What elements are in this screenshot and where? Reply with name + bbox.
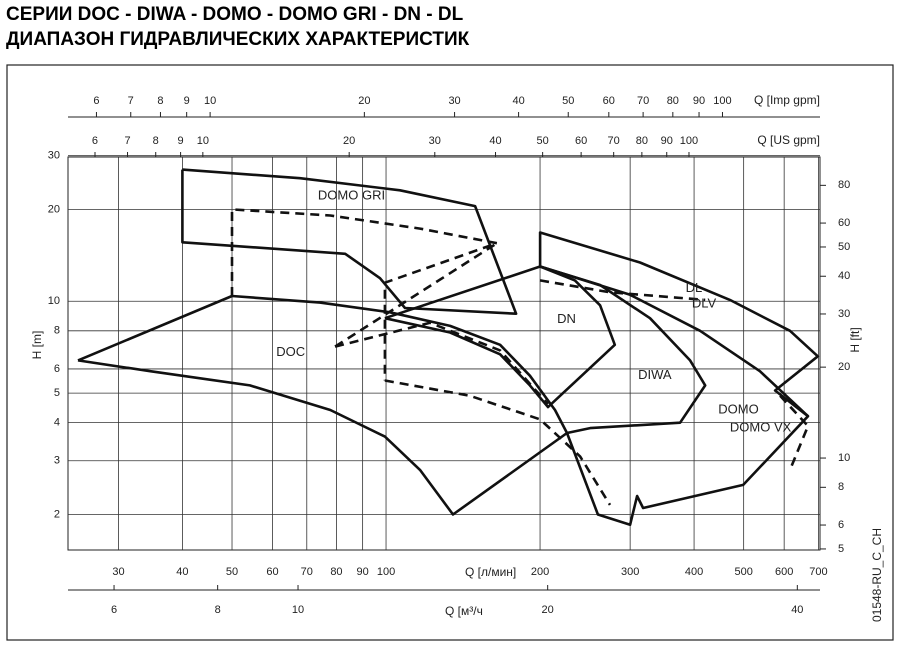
y-tick-label: 3 <box>54 455 60 467</box>
range-outline <box>334 242 498 348</box>
x-tick-label: 30 <box>112 566 124 578</box>
x-tick-label: 40 <box>489 135 501 147</box>
x-tick-label: 50 <box>562 95 574 107</box>
y2-tick-label: 20 <box>838 361 850 373</box>
x-tick-label: 500 <box>734 566 752 578</box>
y2-tick-label: 6 <box>838 519 844 531</box>
x-tick-label: 10 <box>204 95 216 107</box>
x-tick-label: 6 <box>92 135 98 147</box>
x-tick-label: 90 <box>661 135 673 147</box>
plot-area <box>67 156 821 551</box>
range-outline <box>334 321 549 405</box>
x-axis-label: Q [л/мин] <box>465 565 516 579</box>
x-tick-label: 8 <box>153 135 159 147</box>
chart-subtitle: ДИАПАЗОН ГИДРАВЛИЧЕСКИХ ХАРАКТЕРИСТИК <box>6 29 470 50</box>
x-tick-label: 40 <box>512 95 524 107</box>
y-axis-label: H [m] <box>30 331 44 360</box>
x-tick-label: 50 <box>537 135 549 147</box>
y2-tick-label: 80 <box>838 179 850 191</box>
x-tick-label: 8 <box>157 95 163 107</box>
range-outline <box>539 265 707 435</box>
y-tick-label: 20 <box>48 203 60 215</box>
x-tick-label: 10 <box>292 604 304 616</box>
x-tick-label: 40 <box>791 604 803 616</box>
y-tick-label: 8 <box>54 325 60 337</box>
x-tick-label: 6 <box>93 95 99 107</box>
x-tick-label: 20 <box>358 95 370 107</box>
x-tick-label: 6 <box>111 604 117 616</box>
range-outline <box>538 231 820 527</box>
y2-tick-label: 8 <box>838 481 844 493</box>
x-tick-label: 300 <box>621 566 639 578</box>
x-tick-label: 50 <box>226 566 238 578</box>
range-outline <box>539 265 809 418</box>
range-outline <box>384 379 612 506</box>
y-tick-label: 10 <box>48 295 60 307</box>
x-axis-label: Q [Imp gpm] <box>754 93 820 107</box>
x-tick-label: 10 <box>197 135 209 147</box>
y2-tick-label: 10 <box>838 452 850 464</box>
range-outline <box>181 168 518 315</box>
y-tick-label: 5 <box>54 387 60 399</box>
range-label: DIWA <box>638 367 672 382</box>
y2-tick-label: 30 <box>838 308 850 320</box>
x-tick-label: 90 <box>693 95 705 107</box>
x-tick-label: 600 <box>775 566 793 578</box>
x-tick-label: 70 <box>608 135 620 147</box>
x-tick-label: 400 <box>685 566 703 578</box>
x-tick-label: 70 <box>637 95 649 107</box>
range-outline <box>230 208 499 381</box>
x-tick-label: 100 <box>680 135 698 147</box>
range-label: DN <box>557 311 576 326</box>
frame <box>6 64 894 641</box>
x-tick-label: 9 <box>184 95 190 107</box>
y2-tick-label: 40 <box>838 270 850 282</box>
x-tick-label: 60 <box>575 135 587 147</box>
x-tick-label: 20 <box>343 135 355 147</box>
y2-axis-label: H [ft] <box>848 327 862 352</box>
x-tick-label: 90 <box>356 566 368 578</box>
x-tick-label: 200 <box>531 566 549 578</box>
x-tick-label: 20 <box>542 604 554 616</box>
range-label: DOMO GRI <box>318 188 385 203</box>
x-tick-label: 40 <box>176 566 188 578</box>
chart-title: СЕРИИ DOC - DIWA - DOMO - DOMO GRI - DN … <box>6 4 464 25</box>
x-tick-label: 9 <box>178 135 184 147</box>
x-tick-label: 700 <box>809 566 827 578</box>
x-axis-label: Q [US gpm] <box>757 133 820 147</box>
y2-tick-label: 5 <box>838 543 844 555</box>
x-tick-label: 7 <box>124 135 130 147</box>
range-outline <box>77 294 569 516</box>
x-tick-label: 60 <box>266 566 278 578</box>
range-label: DL <box>686 280 703 295</box>
figure-code: 01548-RU_C_CH <box>870 528 884 622</box>
x-tick-label: 100 <box>377 566 395 578</box>
x-tick-label: 80 <box>636 135 648 147</box>
x-tick-label: 70 <box>301 566 313 578</box>
range-label: DLV <box>692 295 717 310</box>
range-outline <box>384 265 617 409</box>
y2-tick-label: 50 <box>838 241 850 253</box>
range-label: DOMO <box>718 401 758 416</box>
x-tick-label: 30 <box>448 95 460 107</box>
x-tick-label: 8 <box>215 604 221 616</box>
range-outline <box>539 279 706 302</box>
x-tick-label: 100 <box>713 95 731 107</box>
x-tick-label: 7 <box>128 95 134 107</box>
y-tick-label: 4 <box>54 417 60 429</box>
y-tick-label: 30 <box>48 150 60 162</box>
x-tick-label: 80 <box>330 566 342 578</box>
x-tick-label: 80 <box>667 95 679 107</box>
range-label: DOMO VX <box>730 420 792 435</box>
x-axis-label: Q [м³/ч <box>445 604 483 618</box>
y-tick-label: 6 <box>54 363 60 375</box>
x-tick-label: 30 <box>429 135 441 147</box>
range-label: DOC <box>276 344 305 359</box>
x-tick-label: 60 <box>603 95 615 107</box>
y2-tick-label: 60 <box>838 217 850 229</box>
y-tick-label: 2 <box>54 508 60 520</box>
